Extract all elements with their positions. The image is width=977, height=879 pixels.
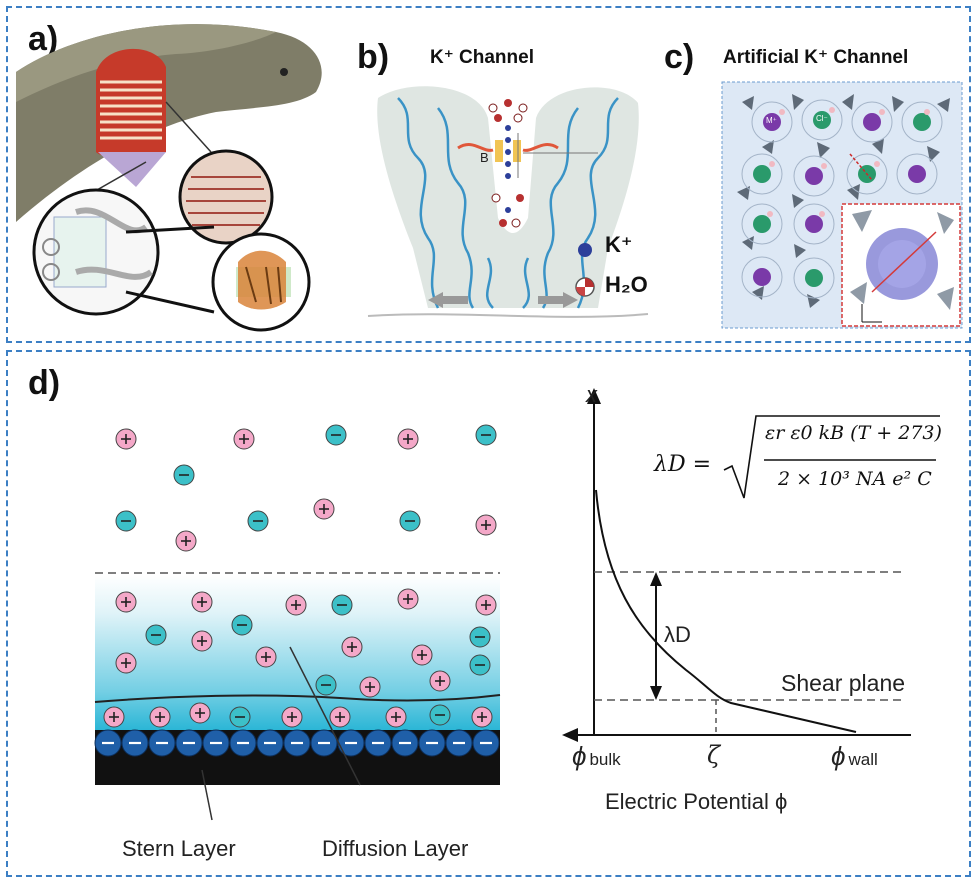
panel-d-letter: d) (28, 364, 61, 402)
stern-layer-label: Stern Layer (122, 836, 236, 861)
x-tick-zeta: ζ (707, 741, 721, 769)
bottom-panel-frame (6, 350, 971, 877)
equation-denominator: 2 × 10³ NA e² C (778, 468, 932, 490)
double-layer-illustration (94, 424, 501, 821)
metal-ion-label: M⁺ (766, 116, 777, 125)
panel-a-letter: a) (28, 20, 59, 58)
shear-plane-label: Shear plane (781, 670, 906, 696)
potential-profile-plot (562, 388, 911, 742)
fish-illustration (16, 24, 322, 332)
chloride-ion-label: Cl⁻ (816, 114, 828, 123)
x-tick-bulk: ϕ bulk (572, 741, 621, 771)
water-legend-icon (575, 277, 595, 297)
k-ion-legend-icon (578, 243, 592, 257)
k-ion-legend-label: K⁺ (605, 232, 633, 257)
panel-b-letter: b) (357, 38, 390, 76)
diffusion-layer-label: Diffusion Layer (322, 836, 469, 861)
artificial-channel-diagram (721, 81, 963, 329)
x-axis-label: Electric Potential ϕ (605, 789, 788, 814)
k-channel-inner-label: B (480, 150, 489, 165)
potential-curve (595, 489, 857, 733)
equation-radical (723, 415, 940, 499)
x-tick-wall: ϕ wall (831, 741, 878, 771)
panel-c-letter: c) (664, 38, 695, 76)
panel-c-title: Artificial K⁺ Channel (723, 47, 909, 68)
top-panel-frame (6, 6, 971, 343)
equation-numerator: εr ε0 kB (T + 273) (765, 422, 942, 444)
debye-length-label: λD (664, 622, 691, 647)
equation-lhs: λD = (654, 452, 712, 477)
y-axis-label: x (586, 382, 597, 407)
k-channel-diagram (367, 86, 649, 318)
water-legend-label: H₂O (605, 272, 648, 297)
panel-b-title: K⁺ Channel (430, 47, 534, 68)
